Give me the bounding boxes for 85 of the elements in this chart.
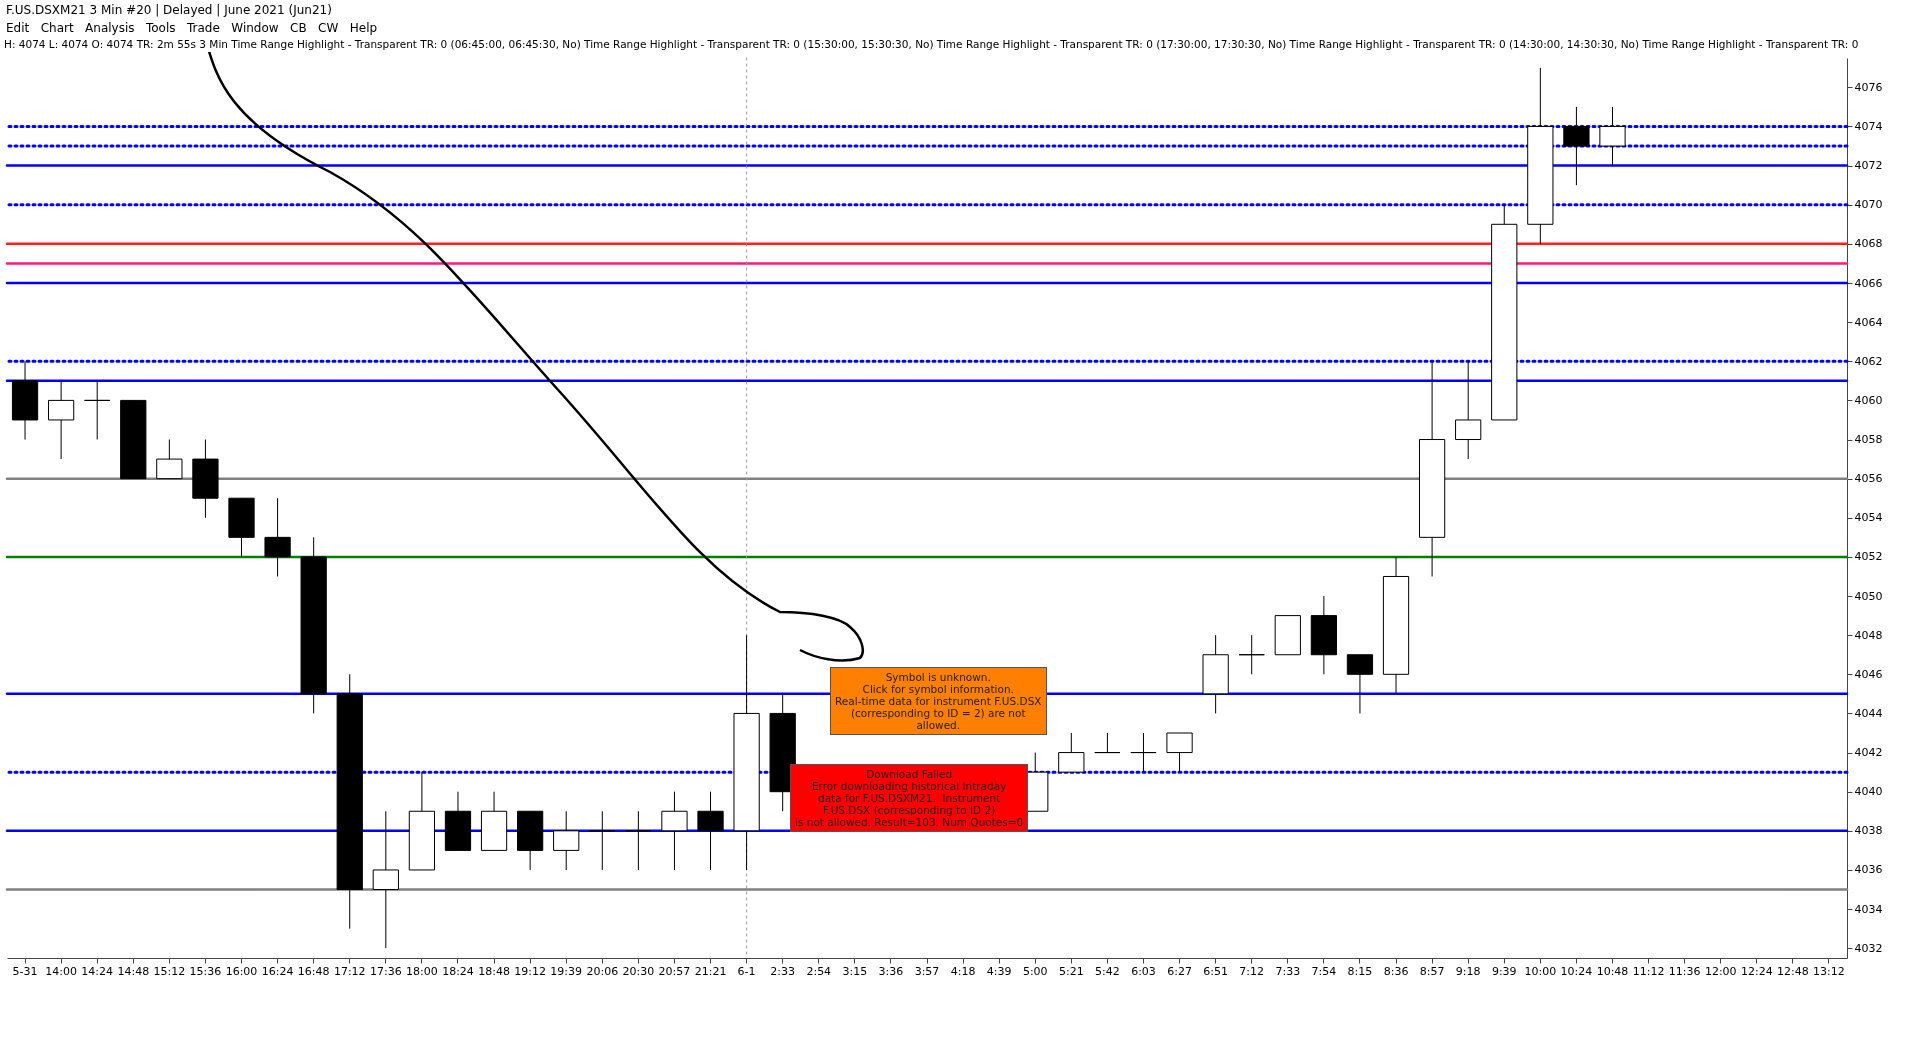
x-tick-label: 7:12 [1239,964,1265,978]
y-tick-label: 4052 [1854,550,1883,564]
x-tick-label: 2:33 [770,964,796,978]
x-tick-label: 18:48 [478,964,510,978]
candlestick [1238,634,1265,675]
x-tick-label: 14:24 [81,964,114,978]
y-tick-label: 4066 [1854,276,1883,290]
x-tick-label: 15:12 [153,964,186,978]
x-tick-label: 3:36 [878,964,904,978]
y-tick-label: 4046 [1854,667,1883,681]
y-tick-label: 4032 [1854,941,1883,955]
text: Edit Chart Analysis Tools Trade Window CB CW Help [5,20,379,36]
x-tick-label: 10:48 [1596,964,1629,978]
x-tick-label: 11:36 [1668,964,1701,978]
x-tick-label: 7:33 [1275,964,1301,978]
x-tick-label: 14:00 [45,964,77,978]
y-tick-label: 4050 [1854,589,1883,603]
x-tick-label: 8:15 [1347,964,1373,978]
x-tick-label: 3:57 [914,964,940,978]
x-tick-label: 18:24 [442,964,474,978]
x-tick-label: 15:36 [189,964,222,978]
x-tick-label: 16:48 [297,964,330,978]
x-tick-label: 6:03 [1131,964,1156,978]
x-tick-label: 18:00 [406,964,438,978]
y-tick-label: 4042 [1854,746,1883,760]
x-tick-label: 6:51 [1203,964,1228,978]
x-tick-label: 6-1 [737,964,756,978]
y-tick-label: 4064 [1854,315,1883,329]
x-tick-label: 5:00 [1022,964,1048,978]
x-tick-label: 9:18 [1455,964,1481,978]
y-tick-label: 4068 [1854,237,1883,251]
x-tick-label: 13:12 [1813,964,1845,978]
x-tick-label: 17:36 [369,964,402,978]
y-tick-label: 4054 [1854,511,1883,525]
x-tick-label: 7:54 [1311,964,1337,978]
chart-title: F.US.DSXM21 3 Min #20 | Delayed | June 2021 (Jun21) [5,2,333,19]
y-tick-label: 4074 [1854,119,1883,133]
x-tick-label: 20:30 [622,964,655,978]
x-tick-label: 2:54 [806,964,832,978]
x-tick-label: 9:39 [1491,964,1517,978]
candlestick [84,380,111,441]
chart-subtitle: H: 4074 L: 4074 O: 4074 TR: 2m 55s 3 Min Time Range Highlight - Transparent TR: 0 (06:45:00, 06:45:30, No) Time Range Highlight - Transparent TR: 0 (15:30:00, 15:30:30, No) Time Range Highlight - Transparent TR: 0 (17:30:00, 17:30:30, No) Time Range Highlight - Transparent TR: 0 (14:30:00, 14:30:30, No) Time Range Highlight - Transparent TR: 0 [3,37,1860,52]
x-tick-label: 19:12 [514,964,546,978]
x-tick-label: 5:21 [1058,964,1084,978]
x-tick-label: 19:39 [550,964,583,978]
y-tick-label: 4072 [1854,159,1883,173]
x-tick-label: 20:06 [586,964,619,978]
y-tick-label: 4040 [1854,785,1883,799]
x-tick-label: 16:24 [261,964,294,978]
y-tick-label: 4044 [1854,706,1883,720]
x-tick-label: 17:12 [333,964,366,978]
y-tick-label: 4038 [1854,824,1883,838]
x-tick-label: 12:24 [1740,964,1773,978]
y-tick-label: 4048 [1854,628,1883,642]
y-tick-label: 4036 [1854,863,1883,877]
x-tick-label: 12:00 [1704,964,1737,978]
y-tick-label: 4062 [1854,354,1883,368]
x-tick-label: 11:12 [1632,964,1665,978]
y-tick-label: 4058 [1854,433,1883,447]
x-tick-label: 10:24 [1560,964,1593,978]
y-tick-label: 4056 [1854,472,1883,486]
x-tick-label: 5:42 [1095,964,1120,978]
x-tick-label: 8:57 [1419,964,1445,978]
y-tick-label: 4070 [1854,198,1883,212]
candlestick [1130,732,1157,773]
x-tick-label: 4:18 [950,964,976,978]
x-tick-label: 6:27 [1167,964,1192,978]
x-tick-label: 10:00 [1524,964,1557,978]
x-tick-label: 4:39 [986,964,1012,978]
x-tick-label: 20:57 [658,964,691,978]
y-tick-label: 4060 [1854,393,1883,407]
x-tick-label: 8:36 [1383,964,1409,978]
candlestick [589,810,616,871]
candlestick [625,810,652,871]
annotation: Symbol is unknown. Click for symbol information. Real-time data for instrument F.US.DSX (corresponding to ID = 2) are not allowed. [830,667,1047,735]
annotation: Download Failed Error downloading historical Intraday data for F.US.DSXM21. Instrument F.US.DSX (corresponding to ID 2) is not allowed. Result=103. Num Quotes=0 [790,764,1029,832]
candlestick [1094,732,1121,754]
x-tick-label: 3:15 [842,964,868,978]
x-tick-label: 21:21 [694,964,727,978]
y-tick-label: 4076 [1854,80,1883,94]
x-tick-label: 5-31 [12,964,38,978]
x-tick-label: 12:48 [1777,964,1809,978]
x-tick-label: 14:48 [117,964,150,978]
y-tick-label: 4034 [1854,902,1883,916]
x-tick-label: 16:00 [225,964,258,978]
